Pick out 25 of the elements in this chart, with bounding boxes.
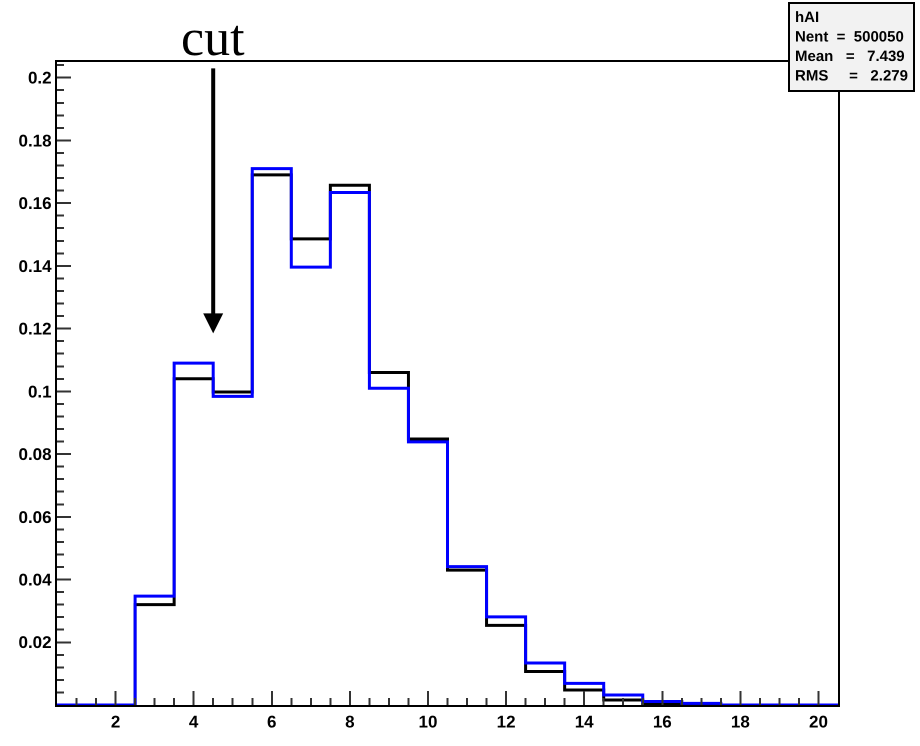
y-tick-label: 0.06 bbox=[18, 508, 52, 527]
annotation: Mean = 7.439 bbox=[795, 48, 905, 65]
y-tick-label: 0.02 bbox=[18, 633, 52, 652]
text: Nent = 500050 bbox=[795, 28, 904, 46]
x-tick-label: 12 bbox=[496, 712, 516, 732]
y-tick-label: 0.2 bbox=[28, 68, 52, 88]
y-tick-label: 0.16 bbox=[18, 194, 52, 214]
x-tick-label: 6 bbox=[267, 712, 277, 732]
x-tick-label: 4 bbox=[188, 712, 199, 732]
annotation: cut bbox=[181, 10, 246, 67]
x-tick-label: 2 bbox=[110, 712, 120, 732]
x-tick-label: 14 bbox=[574, 712, 594, 732]
text: hAI bbox=[795, 9, 820, 26]
x-tick-label: 16 bbox=[652, 712, 672, 732]
y-tick-label: 0.1 bbox=[28, 382, 52, 402]
y-tick-label: 0.14 bbox=[18, 256, 52, 276]
x-tick-label: 18 bbox=[730, 712, 750, 732]
y-tick-label: 0.08 bbox=[18, 445, 52, 464]
y-tick-label: 0.04 bbox=[18, 570, 52, 590]
annotation: RMS = 2.279 bbox=[795, 68, 908, 84]
y-tick-label: 0.18 bbox=[18, 131, 52, 150]
x-tick-label: 10 bbox=[418, 712, 438, 732]
y-tick-label: 0.12 bbox=[18, 320, 52, 339]
x-tick-label: 8 bbox=[345, 712, 355, 732]
x-tick-label: 20 bbox=[809, 712, 828, 732]
